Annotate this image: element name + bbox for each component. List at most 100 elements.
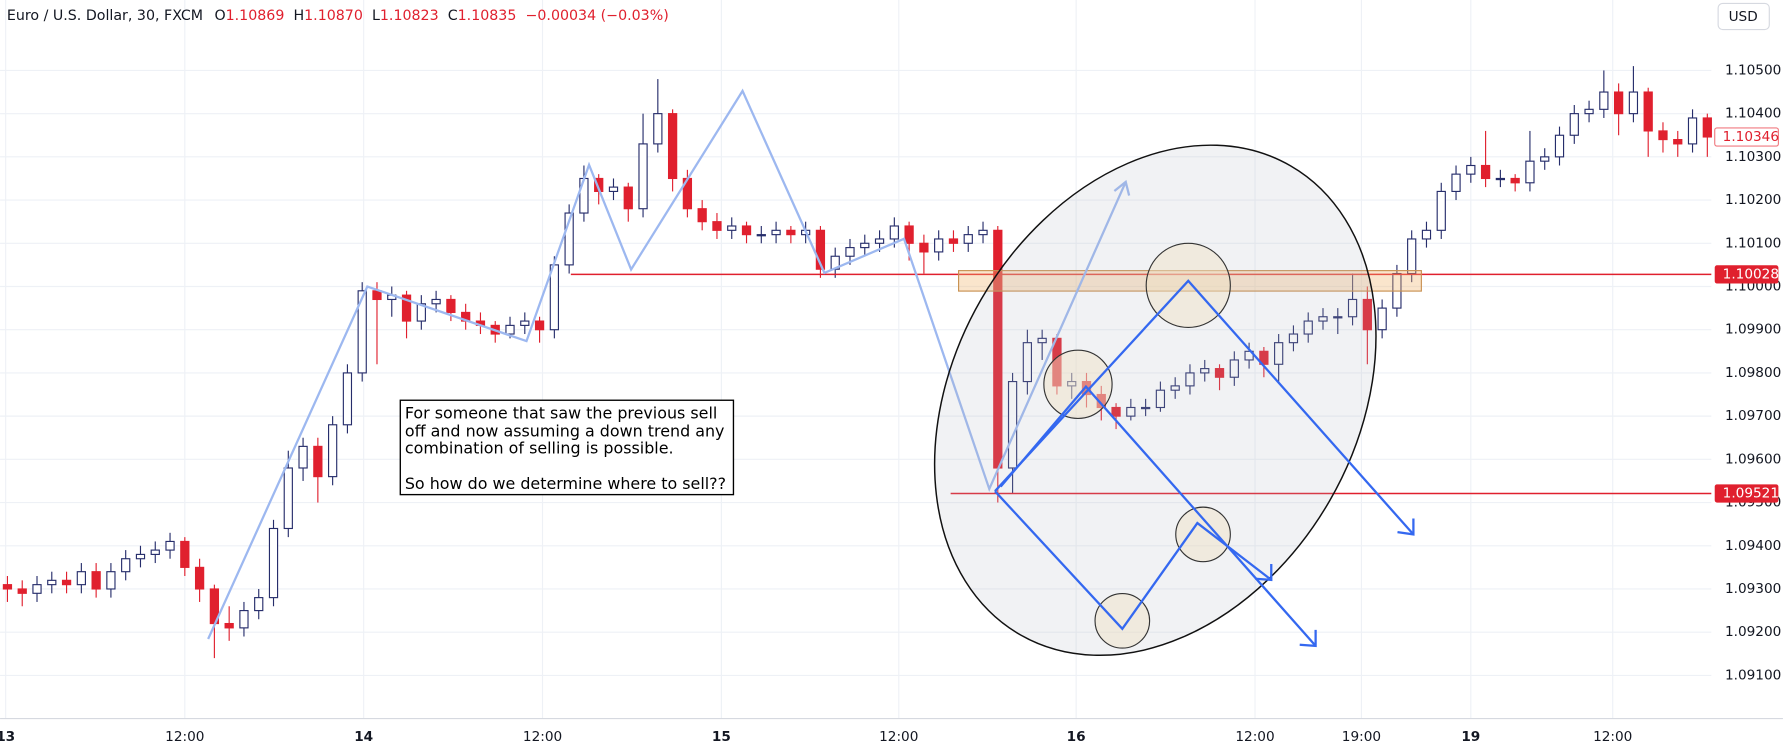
- y-tick-label: 1.09100: [1725, 667, 1781, 683]
- candle-body: [1643, 91, 1653, 132]
- candle-body: [963, 234, 973, 244]
- x-tick-label: 19: [1461, 729, 1480, 745]
- candle-body: [623, 186, 633, 210]
- candle-body: [342, 372, 353, 426]
- candle-body: [1407, 238, 1417, 275]
- candle-body: [1540, 156, 1550, 162]
- candle-body: [815, 229, 826, 270]
- note-line: off and now assuming a down trend any: [405, 422, 725, 441]
- candle-body: [889, 225, 899, 240]
- candle-body: [564, 212, 574, 266]
- x-tick-label: 12:00: [165, 729, 204, 745]
- candle-body: [741, 225, 752, 236]
- y-tick-label: 1.10100: [1725, 235, 1781, 251]
- change: −0.00034 (−0.03%): [525, 8, 668, 24]
- candle-body: [1111, 406, 1121, 417]
- header: Euro / U.S. Dollar, 30, FXCM O1.10869 H1.1…: [7, 2, 1770, 31]
- candle-body: [1259, 350, 1269, 365]
- candle-body: [268, 527, 279, 599]
- candle-body: [1421, 229, 1432, 240]
- candle-body: [1480, 164, 1491, 180]
- arrow-head: [1113, 179, 1131, 196]
- x-tick-label: 15: [712, 729, 731, 745]
- candle-body: [1274, 342, 1284, 365]
- candle-body: [298, 445, 308, 469]
- candle-body: [121, 558, 131, 573]
- candle-body: [1185, 372, 1195, 387]
- candle-body: [1613, 91, 1624, 115]
- candle-body: [1554, 134, 1565, 158]
- candle-body: [357, 290, 367, 374]
- x-tick-label: 16: [1067, 729, 1086, 745]
- axis-layer: 1.10500 1.10400 1.10300 1.10200 1.10100 1.100…: [0, 62, 1783, 745]
- path-arrow: [994, 490, 1272, 631]
- candle-body: [1200, 368, 1210, 374]
- candle-body: [431, 298, 441, 305]
- drawings: For someone that saw the previous sell o…: [207, 88, 1422, 657]
- path-arrow: [994, 279, 1415, 536]
- candle-body: [1022, 342, 1033, 383]
- note-line: So how do we determine where to sell??: [405, 474, 726, 493]
- symbol: Euro / U.S. Dollar, 30, FXCM O1.10869 H1.1…: [7, 8, 669, 24]
- candle-body: [2, 584, 13, 590]
- candle-body: [239, 610, 249, 629]
- candle-body: [106, 571, 116, 590]
- ohlc-label: L: [372, 8, 380, 24]
- candle-body: [1510, 177, 1520, 184]
- y-tick-label: 1.09200: [1725, 624, 1781, 640]
- ohlc-value: 1.10835: [458, 8, 517, 24]
- candle-body: [653, 113, 663, 145]
- candle-body: [1126, 406, 1136, 417]
- candle-body: [948, 238, 959, 244]
- y-tick-label: 1.09700: [1725, 408, 1781, 424]
- price-badge: [1714, 484, 1779, 503]
- candle-body: [1599, 91, 1609, 110]
- candle-body: [416, 303, 426, 322]
- candle-body: [1436, 190, 1446, 231]
- candle-body: [638, 143, 648, 210]
- candle-body: [1347, 298, 1358, 318]
- candle-body: [165, 540, 175, 551]
- ohlc-value: 1.10869: [226, 8, 285, 24]
- candle-body: [1495, 177, 1506, 181]
- candle-body: [224, 622, 234, 629]
- candle-body: [1037, 337, 1047, 344]
- zone-box: [958, 270, 1422, 292]
- ellipse: [933, 144, 1377, 657]
- candle-body: [579, 177, 589, 214]
- candle-body: [401, 294, 412, 322]
- candle-body: [1377, 307, 1387, 331]
- candle-body: [1333, 316, 1343, 319]
- candle-body: [845, 247, 855, 257]
- candle-body: [47, 579, 57, 586]
- candle-body: [1451, 173, 1461, 192]
- zigzag-line: [207, 88, 1127, 640]
- candle-body: [549, 264, 559, 331]
- candle-body: [756, 234, 766, 237]
- candle-body: [1362, 298, 1372, 331]
- currency-button[interactable]: [1717, 2, 1770, 31]
- price-badge: [1714, 265, 1779, 284]
- arrow-head: [1255, 563, 1273, 582]
- candle-body: [904, 225, 914, 244]
- x-tick-label: 12:00: [879, 729, 918, 745]
- candle-body: [919, 242, 929, 253]
- path-arrow: [999, 384, 1317, 647]
- candle-body: [934, 238, 944, 253]
- candle-body: [1628, 91, 1639, 115]
- candle-body: [17, 588, 27, 594]
- level-layer: [570, 273, 1712, 495]
- candle-body: [1525, 160, 1535, 184]
- y-tick-label: 1.10500: [1725, 62, 1781, 78]
- candle-body: [180, 540, 190, 568]
- candle-body: [1687, 117, 1698, 145]
- y-tick-label: 1.09600: [1725, 451, 1781, 467]
- x-tick-label: 12:00: [523, 729, 562, 745]
- symbol-name: Euro / U.S. Dollar, 30, FXCM: [7, 8, 203, 24]
- y-tick-label: 1.09800: [1725, 365, 1781, 381]
- candle-body: [667, 113, 678, 180]
- candle-body: [150, 549, 160, 555]
- arrow-head: [1299, 629, 1317, 648]
- currency[interactable]: USD: [1729, 9, 1758, 25]
